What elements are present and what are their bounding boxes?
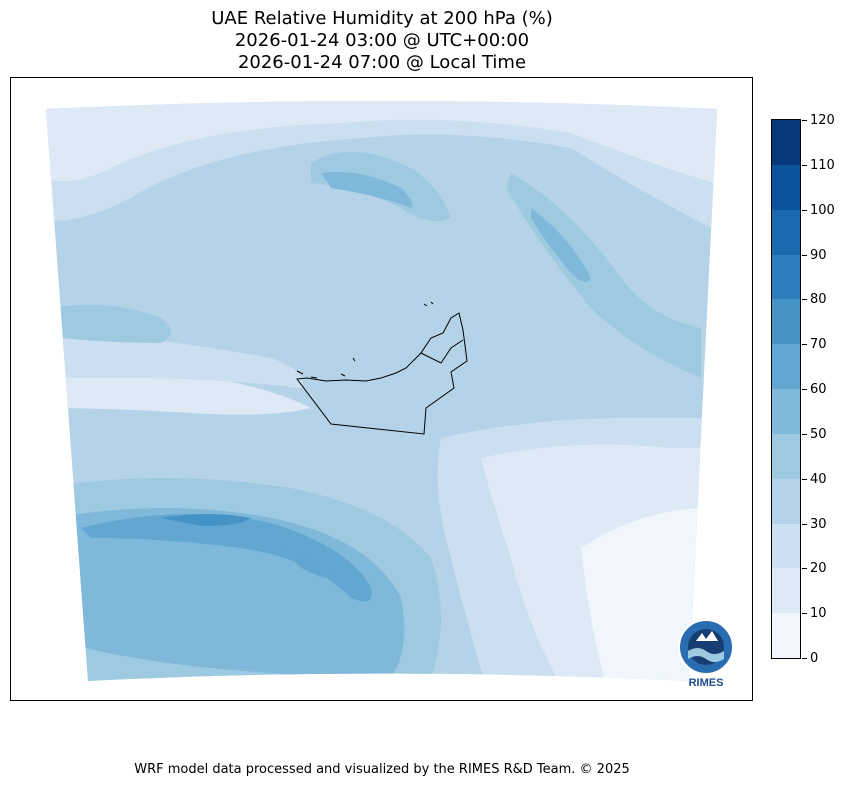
humidity-field [46, 101, 717, 681]
uae-islands [296, 301, 434, 379]
field-ne-core [531, 208, 591, 282]
colorbar-segment [772, 164, 800, 210]
colorbar-tick-label: 20 [810, 561, 827, 577]
colorbar-tick [802, 299, 807, 301]
colorbar-tick [802, 209, 807, 211]
colorbar-segment [772, 433, 800, 479]
colorbar-tick [802, 658, 807, 659]
colorbar-segment [772, 567, 800, 614]
colorbar-tick-label: 40 [810, 471, 827, 487]
colorbar-segment [772, 209, 800, 255]
colorbar-tick-label: 0 [810, 651, 819, 666]
field-sw-core [81, 514, 372, 602]
colorbar-tick-label: 90 [810, 247, 827, 263]
colorbar-tick [802, 523, 807, 525]
field-top-light [46, 101, 717, 188]
colorbar-segment [772, 478, 800, 524]
colorbar [771, 119, 801, 659]
colorbar-tick [802, 568, 807, 570]
rimes-logo-text: RIMES [688, 677, 724, 689]
colorbar-tick-label: 60 [810, 382, 827, 397]
colorbar-segment [772, 343, 800, 389]
colorbar-tick-label: 80 [810, 292, 827, 308]
colorbar-tick-label: 70 [810, 337, 827, 353]
colorbar-tick-label: 10 [810, 606, 827, 622]
colorbar-tick [802, 120, 807, 121]
chart-subtitle-local: 2026-01-24 07:00 @ Local Time [237, 52, 527, 73]
colorbar-tick-label: 100 [810, 202, 835, 218]
credit-footer: WRF model data processed and visualized … [134, 762, 630, 777]
colorbar-tick [802, 433, 807, 435]
field-west-band [46, 328, 303, 388]
colorbar-segment [772, 612, 800, 658]
colorbar-tick [802, 254, 807, 256]
chart-subtitle-utc: 2026-01-24 03:00 @ UTC+00:00 [234, 30, 530, 51]
colorbar-tick-label: 50 [810, 426, 827, 442]
field-west-light [46, 368, 311, 415]
chart-title: UAE Relative Humidity at 200 hPa (%) [211, 8, 553, 29]
colorbar-segment [772, 523, 800, 569]
colorbar-segment [772, 298, 800, 345]
rimes-logo: RIMES [672, 615, 740, 691]
colorbar-tick-label: 110 [810, 157, 835, 173]
colorbar-segment [772, 119, 800, 165]
field-north-core [321, 172, 413, 208]
colorbar-tick [802, 613, 807, 615]
field-ne-streak [506, 173, 701, 378]
uae-border [296, 312, 468, 435]
colorbar-tick [802, 344, 807, 346]
colorbar-tick [802, 389, 807, 390]
colorbar-segment [772, 388, 800, 434]
uae-internal-border [420, 339, 464, 364]
colorbar-tick [802, 478, 807, 480]
map-panel: RIMES [10, 77, 753, 701]
colorbar-tick-label: 30 [810, 516, 827, 532]
field-west-patch [51, 304, 171, 343]
colorbar-segment [772, 254, 800, 300]
field-sw-peak [161, 514, 251, 526]
colorbar-tick [802, 164, 807, 166]
colorbar-tick-label: 120 [810, 113, 835, 128]
rimes-logo-icon [678, 619, 734, 675]
field-sw-lobe [281, 548, 341, 580]
